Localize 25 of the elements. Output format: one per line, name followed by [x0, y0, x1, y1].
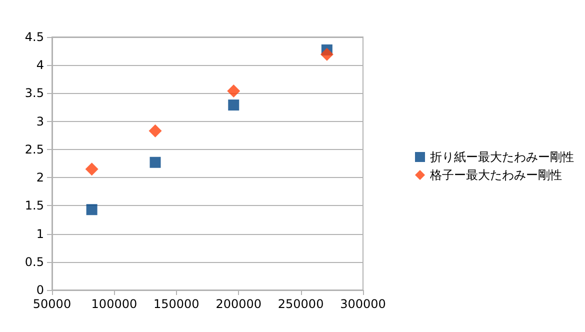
point [148, 124, 162, 138]
point [150, 156, 161, 168]
point [86, 204, 98, 216]
point [85, 162, 98, 176]
x-tick-label: 300000 [340, 297, 386, 311]
x-tick-label: 200000 [216, 297, 262, 311]
y-tick-label: 4 [36, 58, 44, 72]
y-tick-label: 3.5 [24, 86, 44, 100]
x-tick-label: 100000 [91, 297, 138, 311]
point [227, 84, 240, 98]
y-tick-label: 4.5 [24, 30, 44, 44]
y-tick-label: 1.5 [24, 198, 44, 213]
y-tick-label: 2.5 [24, 142, 44, 156]
y-tick-label: 1 [36, 226, 44, 241]
y-tick-label: 3 [36, 114, 44, 128]
point [228, 100, 240, 111]
x-tick-label: 250000 [278, 297, 324, 311]
point [320, 48, 334, 61]
x-tick-label: 150000 [153, 297, 200, 311]
y-tick-label: 0 [36, 283, 44, 297]
y-tick-label: 0.5 [24, 254, 44, 269]
x-tick-label: 50000 [32, 297, 72, 311]
legend-label: 折り紙ー最大たわみー剛性 [430, 150, 574, 164]
y-tick-label: 2 [36, 170, 44, 185]
legend-label: 格子ー最大たわみー剛性 [429, 168, 562, 182]
